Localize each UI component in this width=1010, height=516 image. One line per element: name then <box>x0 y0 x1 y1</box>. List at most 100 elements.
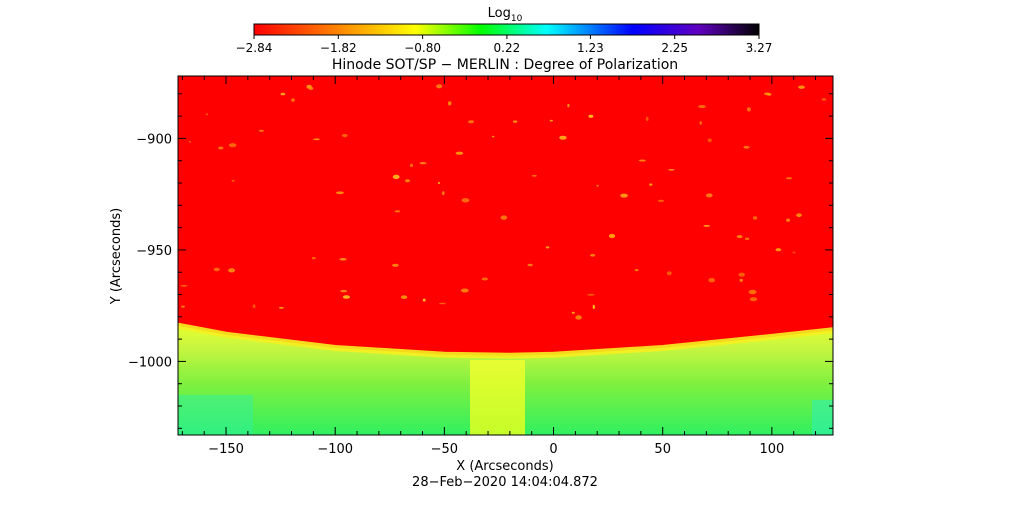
speckle <box>291 98 295 102</box>
speckle <box>228 268 236 273</box>
speckle <box>649 183 653 186</box>
speckle <box>764 92 771 96</box>
speckle <box>608 233 616 239</box>
x-tick-label: 50 <box>654 442 671 457</box>
speckle <box>775 248 782 252</box>
plot-frame <box>177 75 834 436</box>
x-tick-label: −50 <box>431 442 458 457</box>
speckle <box>439 302 446 305</box>
speckle <box>181 305 185 308</box>
chart-title: Hinode SOT/SP − MERLIN : Degree of Polar… <box>332 57 678 73</box>
plot-area <box>178 76 833 435</box>
speckle <box>744 237 750 241</box>
colorbar-tick-label: 2.25 <box>661 41 688 55</box>
colorbar-ticks: −2.84 −1.82 −0.80 0.22 1.23 2.25 3.27 <box>236 35 773 55</box>
speckle <box>798 85 805 89</box>
speckle <box>567 103 570 108</box>
speckle <box>252 304 256 309</box>
x-axis-label: X (Arcseconds) <box>456 459 553 474</box>
speckle <box>596 184 599 187</box>
speckle <box>218 146 224 150</box>
colorbar-gradient <box>253 23 760 36</box>
colorbar-tick-label: −0.80 <box>404 41 441 55</box>
speckle <box>747 107 751 112</box>
speckle <box>708 278 715 283</box>
speckle <box>409 163 414 168</box>
colorbar-tick-label: 0.22 <box>494 41 521 55</box>
x-tick-label: −150 <box>208 442 244 457</box>
speckle <box>571 311 575 314</box>
colorbar: Log10 −2.84 −1.82 −0.80 0.22 1.23 2.25 3.27 <box>236 6 773 55</box>
speckle <box>394 210 401 213</box>
speckle <box>739 278 743 282</box>
speckle <box>213 267 220 272</box>
speckle <box>527 263 533 267</box>
center-streak <box>470 360 525 435</box>
speckle <box>278 306 284 309</box>
speckle <box>699 121 702 125</box>
speckle <box>419 162 427 165</box>
left-cyan-patch <box>178 395 253 435</box>
speckle <box>638 159 646 162</box>
x-tick-label: 0 <box>549 442 557 457</box>
y-axis: −900 −950 −1000 <box>128 93 833 429</box>
speckle <box>785 177 793 180</box>
speckle <box>821 98 827 101</box>
colorbar-tick-label: −2.84 <box>236 41 273 55</box>
timestamp: 28−Feb−2020 14:04:04.872 <box>412 475 598 490</box>
y-axis-label: Y (Arcseconds) <box>109 208 124 305</box>
speckle <box>468 120 475 124</box>
speckle <box>703 225 710 227</box>
speckle <box>531 174 537 177</box>
speckle <box>461 198 470 203</box>
speckle <box>796 213 802 218</box>
speckle <box>422 298 426 302</box>
speckle <box>549 119 553 122</box>
y-tick-label: −1000 <box>128 355 172 370</box>
x-tick-label: 100 <box>759 442 784 457</box>
speckle <box>500 215 508 220</box>
speckle <box>792 251 796 254</box>
speckle <box>259 129 264 132</box>
speckle <box>442 191 445 196</box>
speckle <box>448 101 452 106</box>
speckle <box>575 315 582 320</box>
speckle <box>460 288 469 293</box>
speckle <box>749 297 758 302</box>
speckle <box>559 135 567 140</box>
speckle <box>698 105 706 109</box>
speckle <box>707 138 712 143</box>
speckle <box>437 181 441 185</box>
x-axis: −150 −100 −50 0 50 100 <box>181 76 817 457</box>
speckle <box>592 304 595 309</box>
speckle <box>436 84 443 89</box>
speckle <box>588 114 594 118</box>
speckle <box>280 92 286 96</box>
speckle <box>306 84 312 89</box>
y-tick-label: −950 <box>136 244 172 259</box>
speckle <box>512 120 518 123</box>
y-tick-label: −900 <box>136 132 172 147</box>
speckle <box>743 145 750 149</box>
colorbar-tick-label: 3.27 <box>746 41 773 55</box>
speckle <box>481 277 488 281</box>
speckle <box>634 269 639 272</box>
speckle <box>228 143 237 148</box>
colorbar-tick-label: 1.23 <box>577 41 604 55</box>
speckle <box>620 193 628 198</box>
speckle <box>311 257 316 260</box>
speckle <box>545 246 550 249</box>
speckle <box>180 285 188 287</box>
speckle <box>342 295 350 299</box>
x-tick-label: −100 <box>317 442 353 457</box>
speckle <box>736 235 743 239</box>
disk-speckles <box>180 84 827 320</box>
speckle <box>587 293 595 296</box>
speckle <box>645 116 649 122</box>
right-cyan-patch <box>812 400 833 435</box>
speckle <box>339 258 347 261</box>
speckle <box>401 295 408 300</box>
speckle <box>666 271 672 276</box>
speckle <box>392 174 400 179</box>
speckle <box>205 113 209 116</box>
